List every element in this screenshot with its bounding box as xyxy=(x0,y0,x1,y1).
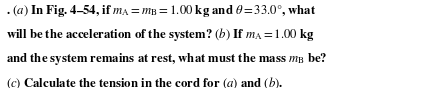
Text: and the system remains at rest, what must the mass $m_\mathrm{B}$ be?: and the system remains at rest, what mus… xyxy=(6,51,327,67)
Text: . $\mathit{(a)}$ In Fig. 4–54, if $m_\mathrm{A} = m_\mathrm{B} = 1.00$ kg and $\: . $\mathit{(a)}$ In Fig. 4–54, if $m_\ma… xyxy=(6,3,316,19)
Text: will be the acceleration of the system? $\mathit{(b)}$ If $m_\mathrm{A} = 1.00$ : will be the acceleration of the system? … xyxy=(6,26,314,43)
Text: $\mathit{(c)}$ Calculate the tension in the cord for $\mathit{(a)}$ and $\mathit: $\mathit{(c)}$ Calculate the tension in … xyxy=(6,76,283,88)
